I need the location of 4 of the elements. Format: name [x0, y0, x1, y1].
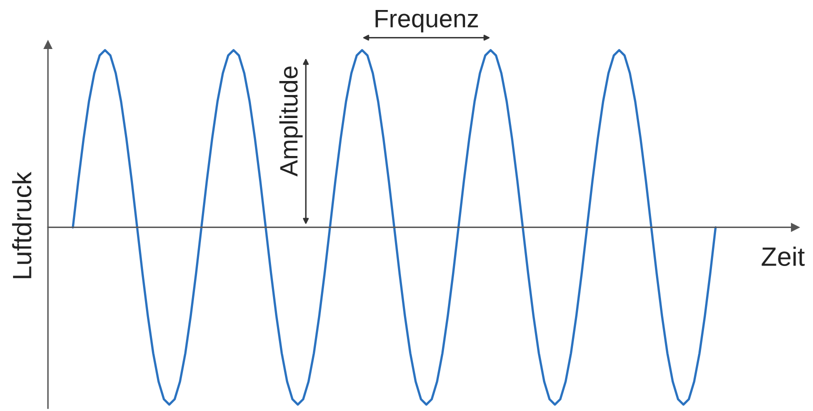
- text: Frequenz: [376, 10, 478, 32]
- x-axis-title: Zeit: [762, 246, 805, 266]
- y-axis-title: Luftdruck: [12, 172, 32, 278]
- annotation: Amplitude: [279, 66, 303, 177]
